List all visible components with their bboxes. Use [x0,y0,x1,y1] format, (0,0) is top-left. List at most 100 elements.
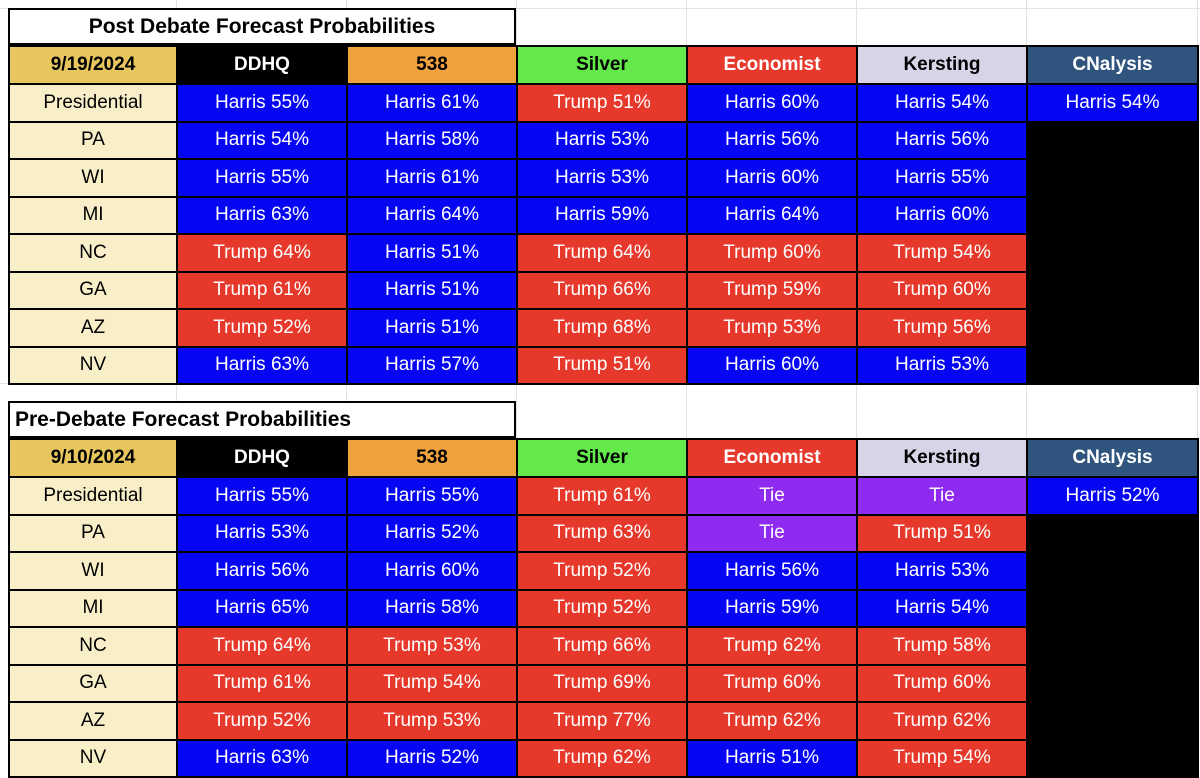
forecast-cell[interactable]: Harris 54% [856,83,1028,123]
forecast-cell[interactable]: Trump 51% [856,513,1028,553]
forecast-cell[interactable]: Harris 56% [686,120,858,160]
forecast-cell[interactable]: Trump 56% [856,308,1028,348]
column-header-kersting[interactable]: Kersting [856,45,1028,85]
forecast-cell[interactable]: Trump 66% [516,626,688,666]
row-label-nv[interactable]: NV [8,738,178,778]
row-label-ga[interactable]: GA [8,663,178,703]
forecast-cell[interactable] [1026,701,1199,741]
forecast-cell[interactable]: Trump 60% [856,270,1028,310]
row-label-nv[interactable]: NV [8,345,178,385]
forecast-cell[interactable]: Trump 62% [516,738,688,778]
forecast-cell[interactable]: Trump 62% [686,701,858,741]
forecast-cell[interactable]: Harris 63% [176,738,348,778]
forecast-cell[interactable]: Trump 51% [516,345,688,385]
forecast-cell[interactable]: Harris 60% [686,345,858,385]
column-header-ddhq[interactable]: DDHQ [176,438,348,478]
forecast-cell[interactable]: Harris 53% [176,513,348,553]
column-header-cnalysis[interactable]: CNalysis [1026,438,1199,478]
forecast-cell[interactable]: Harris 60% [686,83,858,123]
forecast-cell[interactable]: Trump 62% [856,701,1028,741]
column-header-kersting[interactable]: Kersting [856,438,1028,478]
forecast-cell[interactable]: Harris 63% [176,345,348,385]
forecast-cell[interactable]: Harris 63% [176,195,348,235]
forecast-cell[interactable]: Trump 53% [346,626,518,666]
row-label-presidential[interactable]: Presidential [8,83,178,123]
forecast-cell[interactable]: Trump 60% [686,663,858,703]
forecast-cell[interactable]: Trump 61% [516,476,688,516]
forecast-cell[interactable]: Harris 57% [346,345,518,385]
forecast-cell[interactable] [1026,738,1199,778]
forecast-cell[interactable]: Trump 53% [346,701,518,741]
forecast-cell[interactable]: Harris 52% [346,738,518,778]
row-label-wi[interactable]: WI [8,551,178,591]
forecast-cell[interactable]: Trump 64% [176,626,348,666]
forecast-cell[interactable]: Trump 52% [516,588,688,628]
row-label-nc[interactable]: NC [8,233,178,273]
row-label-az[interactable]: AZ [8,701,178,741]
forecast-cell[interactable]: Harris 53% [516,120,688,160]
forecast-cell[interactable]: Trump 68% [516,308,688,348]
forecast-cell[interactable]: Trump 58% [856,626,1028,666]
forecast-cell[interactable]: Harris 53% [856,345,1028,385]
forecast-cell[interactable] [1026,195,1199,235]
forecast-cell[interactable]: Harris 55% [856,158,1028,198]
row-label-pa[interactable]: PA [8,120,178,160]
forecast-cell[interactable]: Harris 55% [176,476,348,516]
forecast-cell[interactable]: Trump 66% [516,270,688,310]
column-header-538[interactable]: 538 [346,438,518,478]
forecast-cell[interactable]: Harris 56% [176,551,348,591]
forecast-cell[interactable]: Harris 54% [176,120,348,160]
forecast-cell[interactable] [1026,663,1199,703]
forecast-cell[interactable]: Harris 59% [516,195,688,235]
forecast-cell[interactable]: Harris 64% [686,195,858,235]
post-debate-title[interactable]: Post Debate Forecast Probabilities [8,8,516,45]
column-header-silver[interactable]: Silver [516,45,688,85]
row-label-mi[interactable]: MI [8,588,178,628]
forecast-cell[interactable] [1026,120,1199,160]
forecast-cell[interactable]: Trump 59% [686,270,858,310]
forecast-cell[interactable] [1026,345,1199,385]
forecast-cell[interactable]: Trump 61% [176,270,348,310]
forecast-cell[interactable]: Trump 54% [856,738,1028,778]
forecast-cell[interactable]: Harris 61% [346,158,518,198]
row-label-mi[interactable]: MI [8,195,178,235]
forecast-cell[interactable]: Harris 60% [346,551,518,591]
forecast-cell[interactable]: Harris 58% [346,588,518,628]
forecast-cell[interactable]: Harris 55% [346,476,518,516]
date-cell[interactable]: 9/10/2024 [8,438,178,478]
column-header-economist[interactable]: Economist [686,438,858,478]
forecast-cell[interactable]: Trump 52% [516,551,688,591]
forecast-cell[interactable]: Harris 56% [856,120,1028,160]
column-header-538[interactable]: 538 [346,45,518,85]
forecast-cell[interactable]: Harris 54% [856,588,1028,628]
forecast-cell[interactable]: Trump 77% [516,701,688,741]
forecast-cell[interactable] [1026,626,1199,666]
forecast-cell[interactable]: Tie [686,476,858,516]
forecast-cell[interactable]: Trump 52% [176,701,348,741]
forecast-cell[interactable]: Trump 69% [516,663,688,703]
forecast-cell[interactable]: Trump 62% [686,626,858,666]
row-label-pa[interactable]: PA [8,513,178,553]
forecast-cell[interactable]: Harris 56% [686,551,858,591]
row-label-ga[interactable]: GA [8,270,178,310]
forecast-cell[interactable]: Trump 63% [516,513,688,553]
row-label-presidential[interactable]: Presidential [8,476,178,516]
row-label-wi[interactable]: WI [8,158,178,198]
column-header-ddhq[interactable]: DDHQ [176,45,348,85]
column-header-cnalysis[interactable]: CNalysis [1026,45,1199,85]
forecast-cell[interactable] [1026,551,1199,591]
forecast-cell[interactable] [1026,158,1199,198]
forecast-cell[interactable]: Trump 64% [516,233,688,273]
forecast-cell[interactable] [1026,270,1199,310]
forecast-cell[interactable] [1026,513,1199,553]
forecast-cell[interactable]: Harris 60% [686,158,858,198]
post-debate-table[interactable]: 9/19/2024 DDHQ 538 Silver Economist Kersting C… [8,45,1199,385]
forecast-cell[interactable]: Trump 52% [176,308,348,348]
forecast-cell[interactable]: Harris 51% [346,270,518,310]
column-header-silver[interactable]: Silver [516,438,688,478]
forecast-cell[interactable]: Harris 55% [176,158,348,198]
forecast-cell[interactable]: Harris 52% [346,513,518,553]
forecast-cell[interactable] [1026,308,1199,348]
forecast-cell[interactable]: Harris 55% [176,83,348,123]
forecast-cell[interactable]: Harris 51% [346,233,518,273]
